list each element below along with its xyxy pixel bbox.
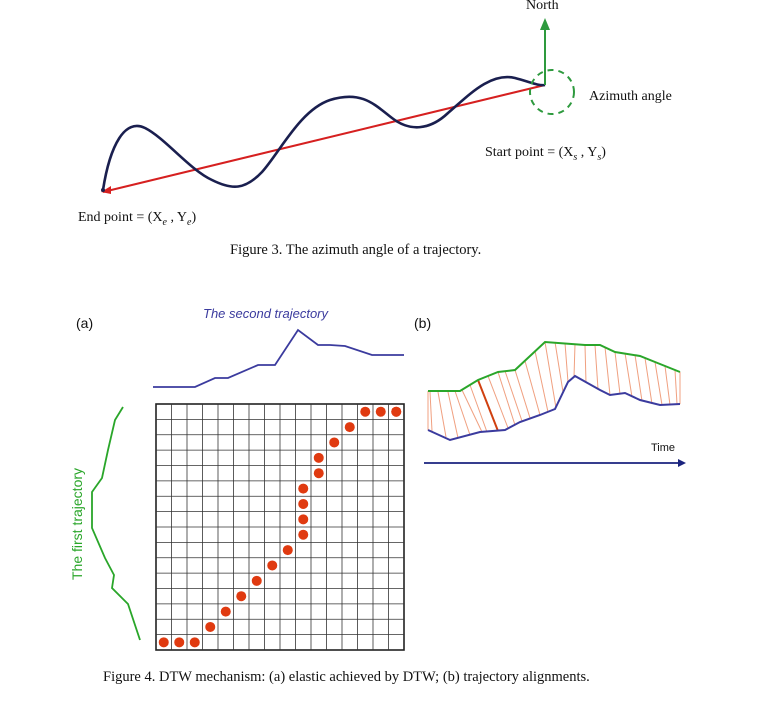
alignment-line xyxy=(644,357,653,405)
warping-path-dot xyxy=(329,437,340,448)
trajectory-curve xyxy=(101,75,546,191)
alignment-line xyxy=(429,391,433,432)
end-point-end: ) xyxy=(191,210,197,225)
alignment-line xyxy=(524,360,541,416)
alignment-line xyxy=(584,344,587,384)
warping-path-dot xyxy=(205,621,216,632)
first-trajectory-line xyxy=(91,406,141,641)
alignment-lines xyxy=(427,341,681,439)
alignment-line xyxy=(487,375,509,429)
chord-arrowhead xyxy=(101,186,111,194)
alignment-line xyxy=(461,389,483,433)
alignment-line xyxy=(654,361,663,406)
warping-path-dot xyxy=(391,406,402,417)
alignment-line xyxy=(477,379,499,432)
figure-3 xyxy=(101,18,575,194)
alignment-line xyxy=(447,391,459,439)
end-point-mid: , Y xyxy=(166,210,188,225)
alignment-second-trajectory xyxy=(427,374,681,442)
figure-4a xyxy=(91,328,405,651)
warping-path xyxy=(158,406,402,648)
north-arrow-head xyxy=(540,18,550,30)
warping-path-dot xyxy=(298,498,309,509)
time-label: Time xyxy=(651,442,676,454)
end-point-marker xyxy=(101,188,105,192)
start-point-sub-x: s xyxy=(573,151,578,163)
alignment-line xyxy=(564,342,569,383)
time-axis-arrowhead xyxy=(678,459,686,467)
alignment-line xyxy=(534,350,549,413)
alignment-line xyxy=(614,351,621,395)
second-trajectory-label: The second trajectory xyxy=(203,306,329,321)
alignment-line xyxy=(544,341,557,409)
figure-4-caption: Figure 4. DTW mechanism: (a) elastic ach… xyxy=(103,669,590,685)
figure-4b xyxy=(424,340,686,467)
alignment-line xyxy=(594,344,599,390)
alignment-line xyxy=(634,354,643,402)
start-point-end: ) xyxy=(601,145,606,160)
warping-path-dot xyxy=(251,575,262,586)
warping-path-dot xyxy=(313,468,324,479)
warping-path-dot xyxy=(344,422,355,433)
second-trajectory-line xyxy=(153,328,404,388)
warping-path-dot xyxy=(298,483,309,494)
warping-path-dot xyxy=(282,545,293,556)
first-trajectory-label: The first trajectory xyxy=(69,467,85,581)
end-point-label: End point = (Xe , Ye) xyxy=(78,210,196,228)
alignment-line xyxy=(554,341,564,393)
warping-path-dot xyxy=(267,560,278,571)
alignment-line xyxy=(504,370,523,422)
alignment-line xyxy=(497,371,516,426)
warping-path-dot xyxy=(236,591,247,602)
start-point-mid: , Y xyxy=(577,145,598,160)
start-point-text: Start point = (X xyxy=(485,145,574,160)
alignment-line xyxy=(469,384,488,433)
end-point-sub-y: e xyxy=(187,216,192,228)
figure-3-caption: Figure 3. The azimuth angle of a traject… xyxy=(230,242,482,258)
warping-path-dot xyxy=(298,514,309,525)
panel-a-label: (a) xyxy=(76,315,94,331)
alignment-line xyxy=(674,369,678,405)
warping-path-dot xyxy=(313,452,324,463)
end-point-text: End point = (X xyxy=(78,210,163,225)
alignment-line xyxy=(454,390,471,436)
warping-path-dot xyxy=(360,406,371,417)
alignment-line xyxy=(437,391,447,438)
start-point-sub-y: s xyxy=(597,151,602,163)
panel-b-label: (b) xyxy=(414,315,432,331)
dtw-grid xyxy=(155,403,405,651)
alignment-first-trajectory xyxy=(428,340,681,392)
warping-path-dot xyxy=(298,529,309,540)
start-point-label: Start point = (Xs , Ys) xyxy=(485,145,606,163)
azimuth-angle-arc xyxy=(529,69,575,115)
warping-path-dot xyxy=(158,637,169,648)
warping-path-dot xyxy=(174,637,185,648)
azimuth-angle-label: Azimuth angle xyxy=(589,89,672,104)
north-label: North xyxy=(526,0,559,13)
end-point-sub-x: e xyxy=(162,216,167,228)
alignment-line xyxy=(514,369,531,419)
alignment-line xyxy=(573,343,576,378)
alignment-line xyxy=(624,352,633,398)
warping-path-dot xyxy=(220,606,231,617)
alignment-line xyxy=(664,365,671,406)
warping-path-dot xyxy=(375,406,386,417)
alignment-line xyxy=(604,346,611,396)
warping-path-dot xyxy=(189,637,200,648)
azimuth-chord xyxy=(102,84,546,193)
